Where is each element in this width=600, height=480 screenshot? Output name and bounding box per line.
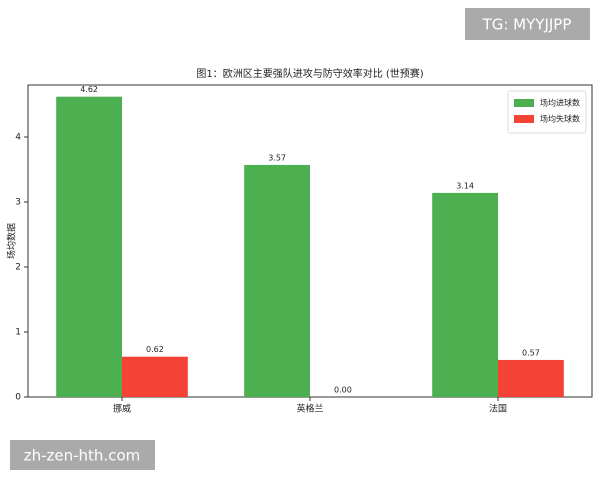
y-tick-label: 0: [15, 393, 21, 403]
legend-box: [507, 90, 587, 134]
watermark-box: [465, 8, 590, 40]
legend-swatch: [514, 115, 534, 123]
bar: [432, 192, 498, 397]
watermark: zh-zen-hth.com: [24, 447, 141, 465]
value-label: 0.62: [146, 345, 164, 354]
y-tick-label: 1: [15, 328, 21, 338]
watermark-box: [10, 440, 155, 470]
bar: [56, 96, 123, 397]
x-tick-label: 法国: [489, 403, 507, 415]
value-label: 4.62: [80, 85, 98, 94]
value-label: 3.57: [268, 153, 286, 162]
y-tick-label: 3: [15, 198, 21, 208]
x-tick-label: 英格兰: [296, 403, 323, 415]
watermark: TG: MYYJJPP: [482, 16, 572, 34]
legend-label: 场均进球数: [540, 98, 580, 108]
value-label: 0.00: [334, 386, 352, 395]
y-tick-label: 2: [15, 263, 21, 273]
value-label: 0.57: [522, 348, 540, 357]
y-tick-label: 4: [15, 133, 21, 143]
legend-label: 场均失球数: [540, 114, 580, 124]
chart-title: 图1：欧洲区主要强队进攻与防守效率对比 (世预赛): [196, 67, 423, 80]
bar: [244, 164, 310, 397]
bar: [498, 359, 564, 397]
y-axis-label: 场均数据: [6, 223, 18, 259]
legend-swatch: [514, 99, 534, 107]
value-label: 3.14: [456, 181, 474, 190]
bar: [122, 356, 188, 397]
x-tick-label: 挪威: [113, 403, 131, 415]
